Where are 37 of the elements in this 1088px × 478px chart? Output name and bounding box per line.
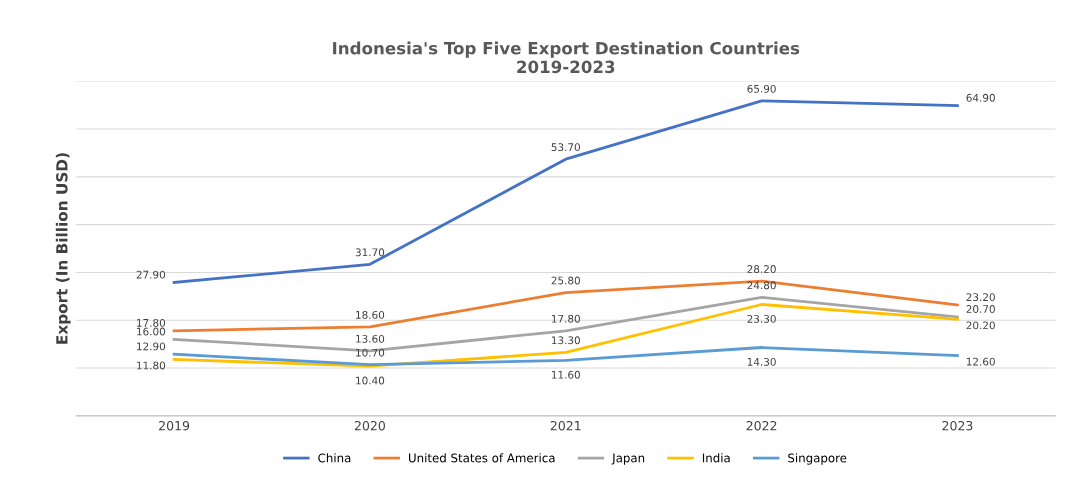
- data-label: 16.00: [137, 327, 166, 336]
- data-label: 23.20: [966, 293, 995, 302]
- data-label: 64.90: [966, 93, 995, 102]
- data-label: 23.30: [747, 314, 776, 323]
- legend-label: China: [318, 453, 351, 463]
- data-label: 13.60: [356, 334, 385, 343]
- legend-label: United States of America: [409, 453, 555, 463]
- data-label: 25.80: [551, 276, 580, 285]
- x-tick-label: 2020: [354, 420, 385, 431]
- data-label: 12.90: [137, 342, 166, 351]
- legend-label: Japan: [611, 453, 645, 465]
- data-label: 13.30: [551, 336, 580, 345]
- x-tick-label: 2019: [159, 420, 190, 431]
- data-label: 11.80: [137, 361, 166, 370]
- y-axis-title: Export (In Billion USD): [55, 153, 71, 344]
- data-label: 11.60: [551, 370, 580, 379]
- data-label: 10.40: [356, 376, 385, 385]
- x-tick-label: 2022: [746, 420, 777, 431]
- legend-label: Singapore: [788, 453, 847, 465]
- x-tick-label: 2023: [942, 420, 973, 431]
- data-label: 17.80: [551, 314, 580, 323]
- data-label: 14.30: [747, 357, 776, 366]
- data-label: 24.80: [747, 281, 776, 290]
- legend-label: India: [702, 453, 730, 463]
- data-label: 20.70: [966, 305, 995, 313]
- data-label: 53.70: [551, 143, 580, 152]
- data-label: 17.80: [137, 318, 166, 327]
- data-label: 31.70: [355, 248, 385, 257]
- data-label: 65.90: [747, 84, 776, 93]
- data-label: 10.70: [356, 348, 385, 357]
- chart-title: Indonesia's Top Five Export Destination Countries 2019-2023: [333, 41, 800, 74]
- data-label: 27.90: [136, 270, 166, 279]
- data-label: 18.60: [356, 310, 385, 319]
- x-tick-label: 2021: [550, 420, 581, 431]
- data-label: 20.20: [966, 321, 995, 330]
- data-label: 12.60: [966, 357, 995, 366]
- data-label: 28.20: [747, 265, 776, 273]
